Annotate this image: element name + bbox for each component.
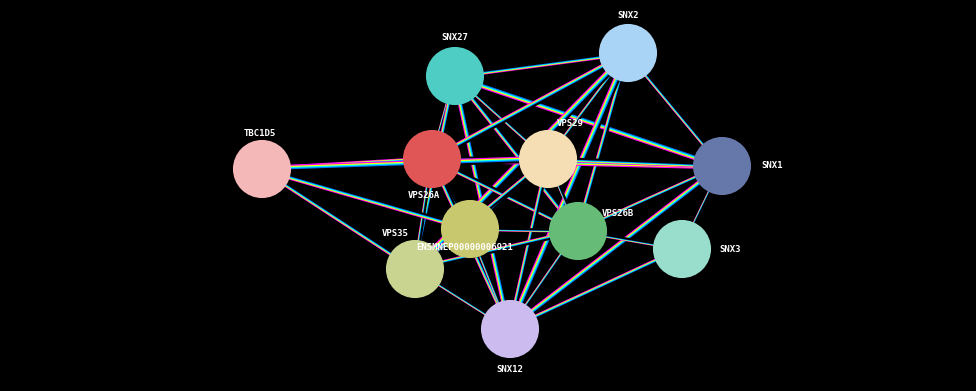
Text: SNX2: SNX2	[617, 11, 638, 20]
Text: ENSMNEP00000006921: ENSMNEP00000006921	[417, 242, 513, 251]
Text: VPS26A: VPS26A	[408, 190, 440, 199]
Text: SNX27: SNX27	[441, 34, 468, 43]
Circle shape	[520, 131, 576, 187]
Circle shape	[387, 241, 443, 297]
Text: SNX3: SNX3	[719, 244, 741, 253]
Circle shape	[234, 141, 290, 197]
Circle shape	[404, 131, 460, 187]
Text: SNX12: SNX12	[497, 364, 523, 373]
Circle shape	[694, 138, 750, 194]
Circle shape	[442, 201, 498, 257]
Text: TBC1D5: TBC1D5	[244, 129, 276, 138]
Text: SNX1: SNX1	[761, 161, 783, 170]
Circle shape	[482, 301, 538, 357]
Text: VPS26B: VPS26B	[602, 208, 634, 217]
Circle shape	[654, 221, 710, 277]
Text: VPS29: VPS29	[556, 118, 584, 127]
Circle shape	[600, 25, 656, 81]
Circle shape	[427, 48, 483, 104]
Circle shape	[550, 203, 606, 259]
Text: VPS35: VPS35	[382, 228, 408, 237]
